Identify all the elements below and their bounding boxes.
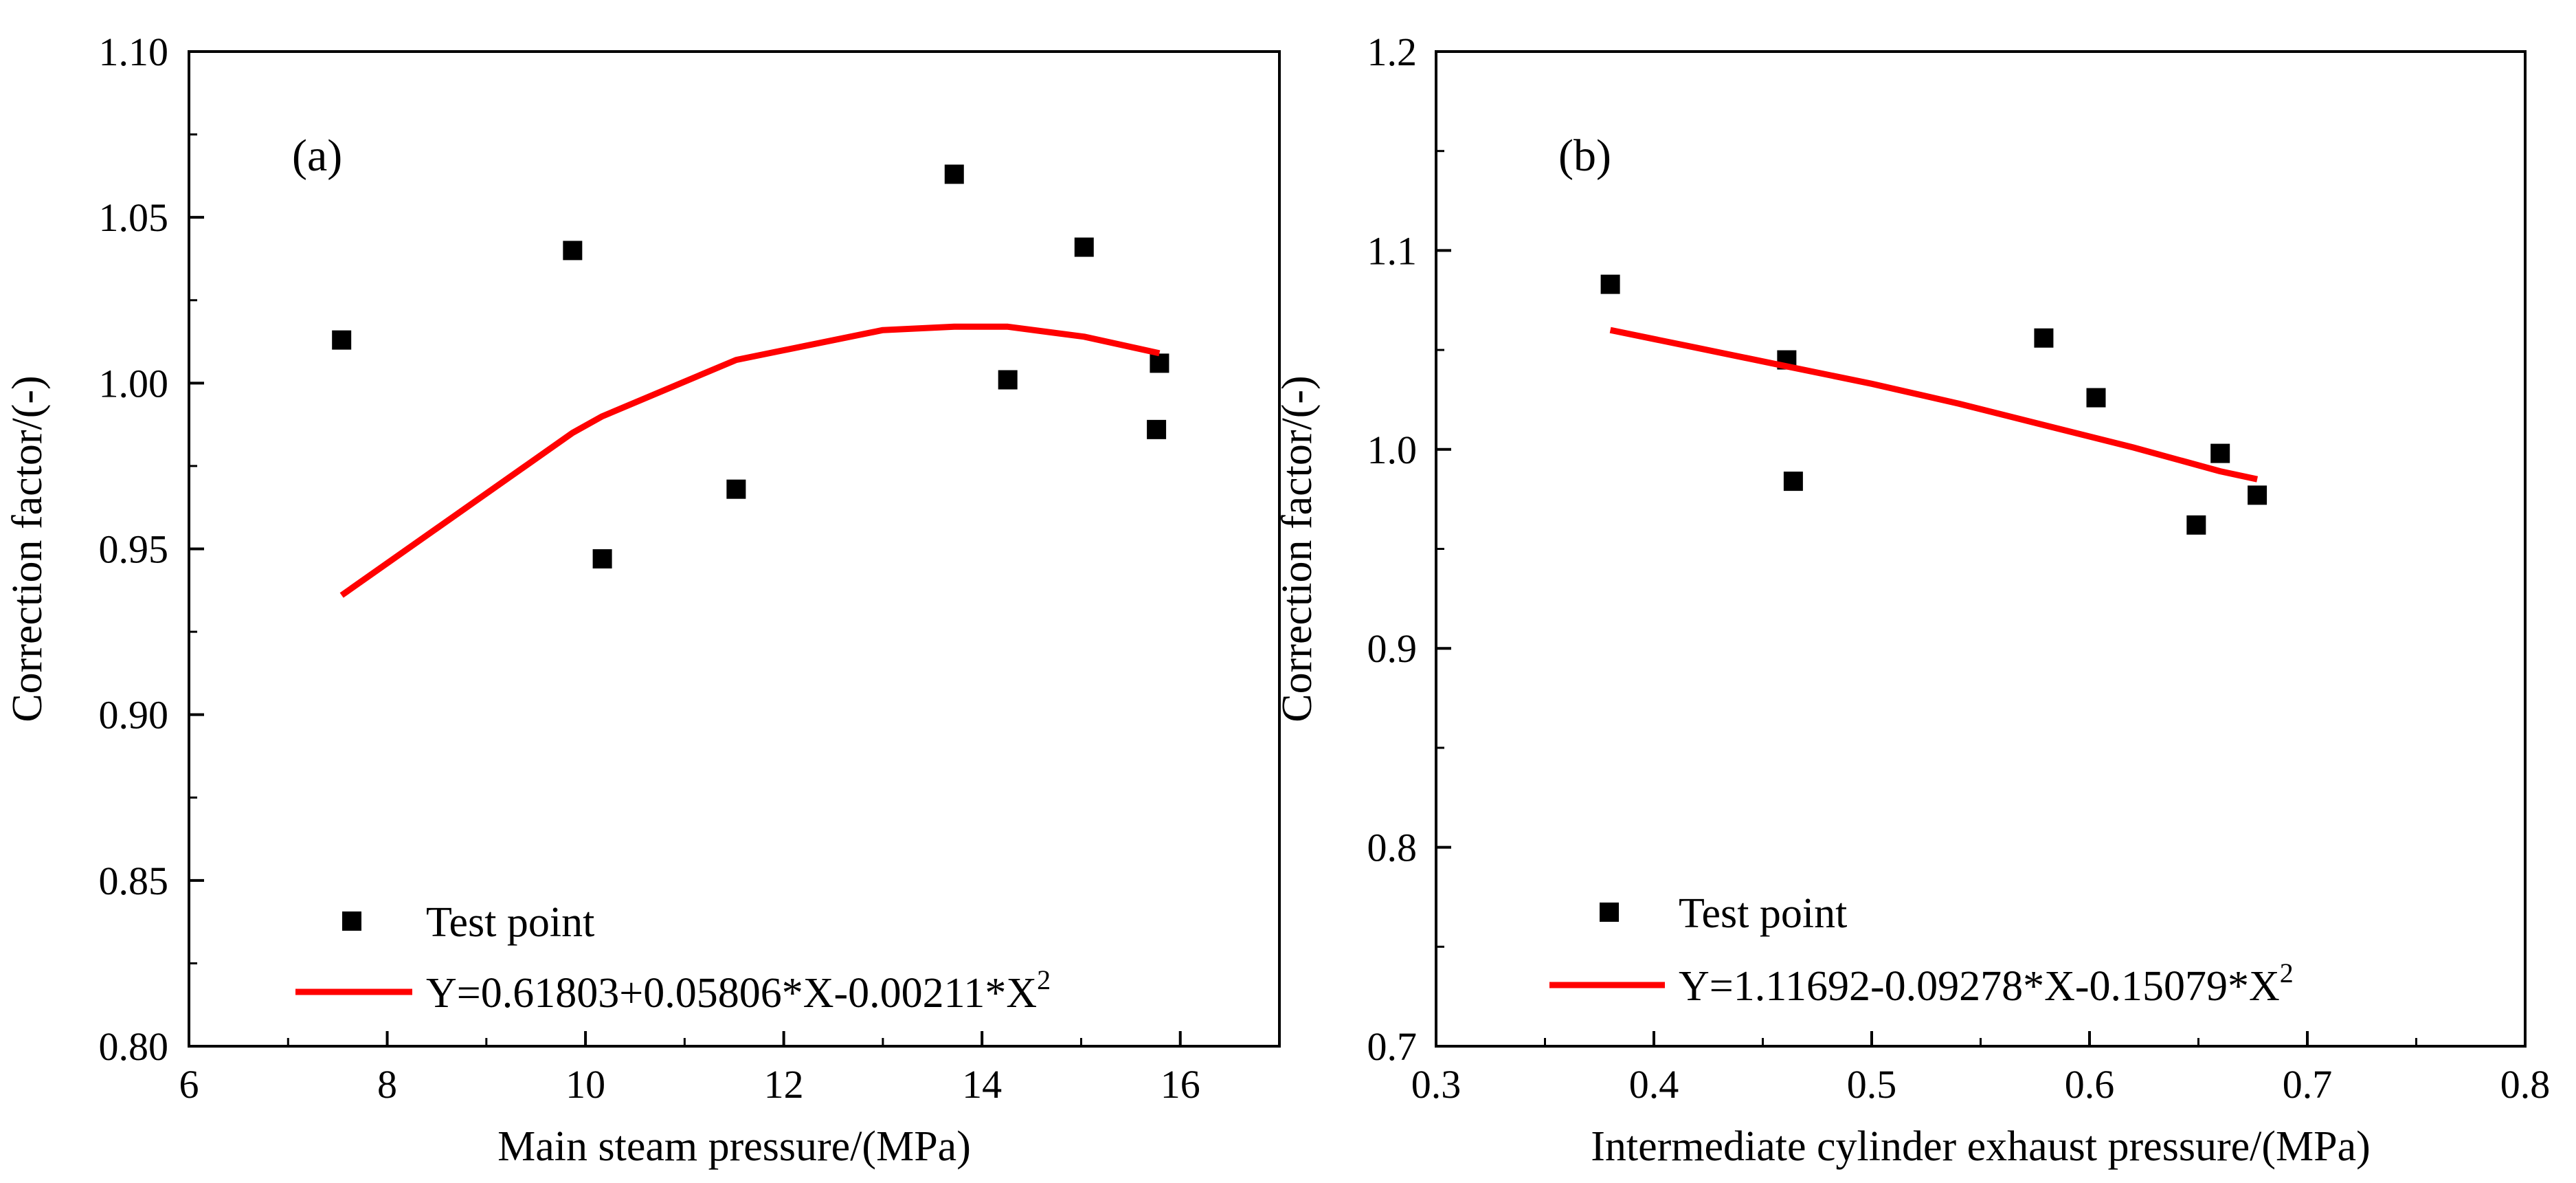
legend-equation-exponent: 2 [2280,958,2294,988]
x-tick-label: 10 [565,1062,605,1107]
y-axis-title: Correction factor/(-) [1274,375,1321,722]
y-tick-label: 1.0 [1367,428,1418,472]
fit-curve-line [1609,327,2259,483]
y-tick-label: 0.8 [1367,826,1418,870]
y-axis-title: Correction factor/(-) [4,375,51,722]
fit-curve-line [339,323,1161,598]
x-tick-label: 0.3 [1411,1062,1461,1107]
plot-frame [1435,50,2527,1048]
plot-frame [188,50,1281,1048]
legend-marker-test-point [342,911,361,931]
chart-panel-b: 0.3 0.4 0.5 0.6 0.7 0.8 0.7 0.8 0.9 1.0 1.1 1.2 Inte… [1274,30,2550,1170]
chart-panel-a: 6 8 10 12 14 16 0.80 0.85 0.90 0.95 1.00 1.05 1.10 Ma… [4,30,1281,1170]
legend-equation: Y=1.11692-0.09278*X-0.15079*X [1679,963,2280,1010]
data-point [2210,443,2230,463]
y-tick-label: 0.85 [99,859,169,903]
data-point [1783,472,1803,491]
legend-equation-exponent: 2 [1037,964,1051,995]
x-tick-label: 0.6 [2065,1062,2115,1107]
data-point [2248,485,2267,505]
y-tick-label: 1.00 [99,361,169,406]
data-point [592,549,612,568]
panel-label: (b) [1558,131,1611,181]
legend-label-test-point: Test point [1679,890,1847,937]
data-point [1074,237,1094,257]
x-tick-label: 14 [962,1062,1002,1107]
data-point [563,241,583,261]
x-tick-label: 8 [377,1062,397,1107]
y-tick-label: 0.90 [99,693,169,738]
legend-equation: Y=0.61803+0.05806*X-0.00211*X [426,970,1037,1017]
x-axis-title: Main steam pressure/(MPa) [497,1123,971,1170]
legend-marker-test-point [1600,903,1619,922]
data-point [1600,274,1620,294]
y-tick-label: 1.1 [1367,228,1418,273]
y-tick-label: 0.9 [1367,626,1418,671]
x-tick-label: 16 [1161,1062,1200,1107]
y-tick-label: 1.10 [99,30,169,74]
x-tick-label: 6 [179,1062,199,1107]
x-tick-label: 0.7 [2283,1062,2333,1107]
data-point [726,479,746,499]
data-point [1150,353,1169,373]
data-point [944,164,964,184]
y-tick-label: 0.95 [99,527,169,572]
data-point [998,370,1018,390]
data-point [1147,419,1167,439]
y-tick-label: 1.05 [99,195,169,240]
data-point [2086,388,2106,408]
data-point [332,330,352,350]
data-point [2186,515,2206,535]
x-axis-title: Intermediate cylinder exhaust pressure/(… [1591,1123,2371,1170]
panel-label: (a) [292,131,342,181]
x-tick-label: 12 [764,1062,804,1107]
y-tick-label: 1.2 [1367,30,1418,74]
data-point [2034,328,2054,348]
x-tick-label: 0.5 [1847,1062,1897,1107]
x-tick-label: 0.4 [1629,1062,1679,1107]
legend-label-fit: Y=0.61803+0.05806*X-0.00211*X2 [426,964,1051,1017]
y-tick-label: 0.7 [1367,1024,1418,1069]
x-tick-label: 0.8 [2500,1062,2551,1107]
y-tick-label: 0.80 [99,1024,169,1069]
legend-label-fit: Y=1.11692-0.09278*X-0.15079*X2 [1679,958,2294,1010]
legend-label-test-point: Test point [426,899,594,946]
